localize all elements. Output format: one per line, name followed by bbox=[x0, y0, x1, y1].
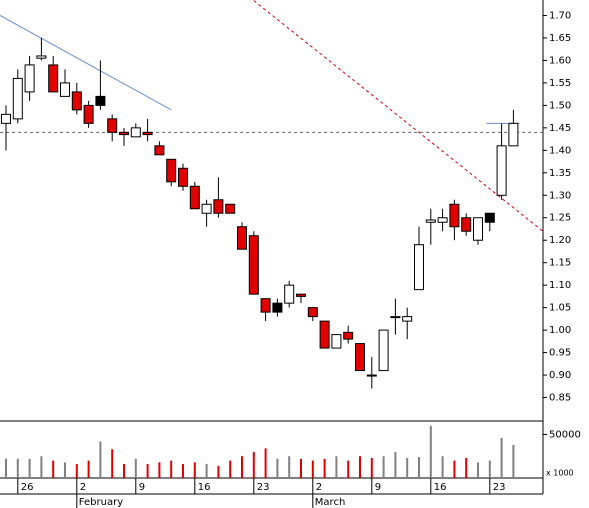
volume-unit: x 1000 bbox=[546, 469, 574, 478]
candle-body bbox=[366, 374, 377, 377]
x-tick-label: 23 bbox=[257, 482, 270, 493]
y-tick-label: 0.90 bbox=[549, 370, 571, 381]
candle-body bbox=[107, 118, 118, 133]
candle-body bbox=[355, 343, 365, 372]
y-tick-label: 1.50 bbox=[549, 100, 571, 111]
candle-body bbox=[24, 64, 35, 93]
y-tick-label: 1.00 bbox=[549, 325, 571, 336]
candle-body bbox=[178, 167, 188, 187]
candle-body bbox=[83, 104, 94, 124]
x-tick-label: 2 bbox=[80, 482, 86, 493]
y-tick-label: 1.30 bbox=[549, 190, 571, 201]
candle-body bbox=[36, 55, 47, 59]
y-tick-label: 1.55 bbox=[549, 78, 571, 89]
y-tick-label: 1.60 bbox=[549, 55, 571, 66]
candle-body bbox=[307, 307, 318, 318]
candle-body bbox=[225, 203, 236, 214]
candle-body bbox=[437, 217, 448, 223]
candle-body bbox=[1, 113, 11, 124]
candle-body bbox=[414, 244, 424, 291]
volume-tick-label: 50000 bbox=[549, 429, 581, 440]
x-tick-label: 16 bbox=[434, 482, 447, 493]
candle-body bbox=[213, 199, 224, 214]
month-label: February bbox=[79, 497, 123, 508]
candle-body bbox=[130, 127, 141, 138]
candle-body bbox=[378, 329, 389, 372]
candle-body bbox=[166, 158, 177, 183]
y-tick-label: 1.65 bbox=[549, 33, 571, 44]
trend-line bbox=[253, 0, 544, 232]
candle-body bbox=[189, 185, 200, 210]
candle-body bbox=[461, 217, 472, 232]
candle-body bbox=[343, 331, 354, 340]
x-tick-label: 9 bbox=[375, 482, 381, 493]
y-tick-label: 0.95 bbox=[549, 348, 571, 359]
y-tick-label: 1.25 bbox=[549, 213, 571, 224]
candle-body bbox=[248, 235, 259, 295]
candle-body bbox=[508, 122, 519, 147]
y-tick-label: 1.35 bbox=[549, 168, 571, 179]
y-tick-label: 1.20 bbox=[549, 235, 571, 246]
y-tick-label: 1.10 bbox=[549, 280, 571, 291]
candle-body bbox=[71, 91, 82, 111]
candle-body bbox=[201, 203, 212, 214]
candle-body bbox=[154, 145, 165, 156]
candle-body bbox=[319, 320, 330, 349]
candle-body bbox=[402, 316, 413, 322]
candle-body bbox=[95, 95, 106, 106]
candle-body bbox=[260, 298, 271, 313]
candle-body bbox=[473, 217, 483, 241]
y-tick-label: 1.45 bbox=[549, 123, 571, 134]
x-tick-label: 26 bbox=[21, 482, 34, 493]
candle-body bbox=[237, 226, 247, 250]
candle-body bbox=[142, 131, 153, 136]
candle-body bbox=[48, 64, 59, 93]
y-tick-label: 0.85 bbox=[549, 393, 571, 404]
candle-body bbox=[331, 334, 342, 349]
candle-body bbox=[284, 284, 295, 304]
y-tick-label: 1.05 bbox=[549, 303, 571, 314]
candle-body bbox=[12, 77, 23, 120]
trend-line bbox=[0, 15, 172, 111]
x-tick-label: 23 bbox=[493, 482, 506, 493]
y-tick-label: 1.40 bbox=[549, 145, 571, 156]
candle-body bbox=[390, 316, 401, 319]
candle-body bbox=[296, 293, 306, 297]
candle-body bbox=[60, 82, 70, 97]
y-tick-label: 1.15 bbox=[549, 258, 571, 269]
candle-body bbox=[272, 302, 283, 313]
x-tick-label: 16 bbox=[198, 482, 211, 493]
candle-body bbox=[119, 131, 129, 136]
candle-body bbox=[425, 219, 436, 223]
x-tick-label: 2 bbox=[316, 482, 322, 493]
month-label: March bbox=[315, 497, 345, 508]
x-tick-label: 9 bbox=[139, 482, 145, 493]
unit-box bbox=[544, 466, 574, 480]
y-tick-label: 1.70 bbox=[549, 10, 571, 21]
candle-body bbox=[496, 145, 507, 196]
candle-body bbox=[484, 212, 495, 223]
candle-body bbox=[449, 203, 460, 228]
